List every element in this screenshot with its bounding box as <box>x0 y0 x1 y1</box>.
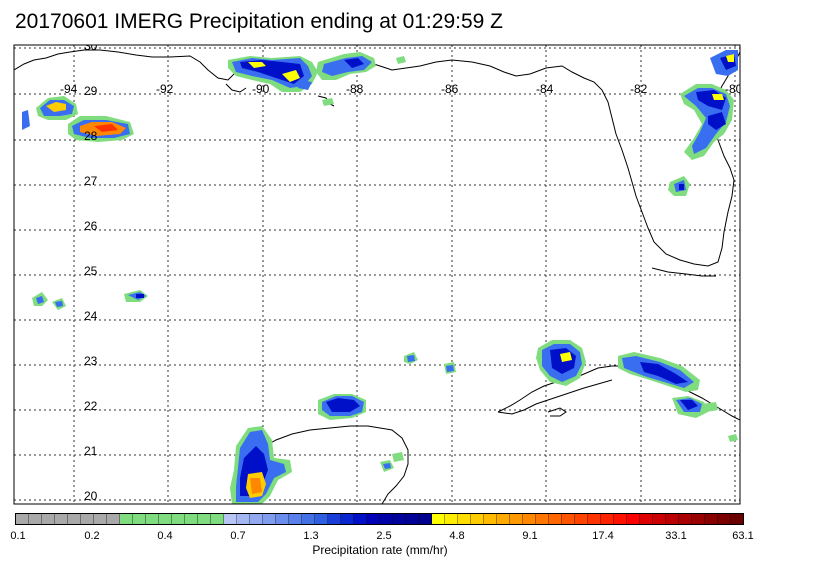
colorbar-cell <box>601 514 614 524</box>
colorbar-cell <box>497 514 510 524</box>
lat-label-30: 30 <box>84 39 98 53</box>
precipitation-cells <box>22 50 738 504</box>
colorbar-cell <box>237 514 250 524</box>
colorbar-cell <box>185 514 198 524</box>
lon-label-80: -80 <box>725 82 743 96</box>
lat-label-27: 27 <box>84 174 98 188</box>
colorbar-cell <box>55 514 68 524</box>
colorbar-cell <box>549 514 562 524</box>
colorbar-cell <box>380 514 393 524</box>
colorbar-cell <box>653 514 666 524</box>
colorbar <box>15 513 744 525</box>
colorbar-tick-0.2: 0.2 <box>84 530 100 542</box>
colorbar-label: Precipitation rate (mm/hr) <box>312 543 448 557</box>
colorbar-cell <box>133 514 146 524</box>
colorbar-cell <box>81 514 94 524</box>
colorbar-cell <box>705 514 718 524</box>
colorbar-cell <box>562 514 575 524</box>
map-frame <box>13 44 741 505</box>
lat-label-22: 22 <box>84 399 98 413</box>
colorbar-tick-0.1: 0.1 <box>10 530 26 542</box>
colorbar-cell <box>419 514 432 524</box>
lon-label-90: -90 <box>252 82 270 96</box>
colorbar-cell <box>484 514 497 524</box>
colorbar-cell <box>276 514 289 524</box>
colorbar-cell <box>289 514 302 524</box>
lon-label-88: -88 <box>346 82 364 96</box>
colorbar-cell <box>588 514 601 524</box>
colorbar-cell <box>458 514 471 524</box>
colorbar-cell <box>16 514 29 524</box>
colorbar-cell <box>94 514 107 524</box>
colorbar-cell <box>523 514 536 524</box>
coastlines <box>14 49 740 504</box>
colorbar-tick-2.5: 2.5 <box>376 530 392 542</box>
colorbar-tick-63.1: 63.1 <box>732 530 754 542</box>
colorbar-cell <box>445 514 458 524</box>
lat-label-25: 25 <box>84 264 98 278</box>
colorbar-cell <box>146 514 159 524</box>
colorbar-cell <box>341 514 354 524</box>
colorbar-cell <box>367 514 380 524</box>
lat-label-26: 26 <box>84 219 98 233</box>
colorbar-cell <box>250 514 263 524</box>
colorbar-cell <box>432 514 445 524</box>
colorbar-tick-0.4: 0.4 <box>157 530 173 542</box>
lat-label-28: 28 <box>84 129 98 143</box>
colorbar-cell <box>692 514 705 524</box>
colorbar-cell <box>198 514 211 524</box>
colorbar-cell <box>315 514 328 524</box>
colorbar-cell <box>29 514 42 524</box>
colorbar-cell <box>731 514 743 524</box>
colorbar-tick-4.8: 4.8 <box>449 530 465 542</box>
colorbar-cell <box>679 514 692 524</box>
colorbar-cell <box>575 514 588 524</box>
lat-label-24: 24 <box>84 309 98 323</box>
colorbar-cell <box>159 514 172 524</box>
colorbar-cell <box>211 514 224 524</box>
lon-label-86: -86 <box>441 82 459 96</box>
gridlines <box>14 45 740 504</box>
colorbar-tick-33.1: 33.1 <box>665 530 687 542</box>
lon-label-94: -94 <box>60 82 78 96</box>
colorbar-cell <box>718 514 731 524</box>
colorbar-cell <box>224 514 237 524</box>
colorbar-cell <box>614 514 627 524</box>
colorbar-cell <box>120 514 133 524</box>
colorbar-cell <box>172 514 185 524</box>
lon-label-92: -92 <box>156 82 174 96</box>
colorbar-cell <box>666 514 679 524</box>
colorbar-cell <box>42 514 55 524</box>
colorbar-cell <box>510 514 523 524</box>
longitude-labels: -94 -92 -90 -88 -86 -84 -82 -80 <box>60 82 743 96</box>
colorbar-tick-1.3: 1.3 <box>303 530 319 542</box>
colorbar-cell <box>263 514 276 524</box>
lon-label-84: -84 <box>536 82 554 96</box>
colorbar-cell <box>471 514 484 524</box>
lat-label-23: 23 <box>84 354 98 368</box>
colorbar-tick-17.4: 17.4 <box>592 530 614 542</box>
colorbar-cell <box>627 514 640 524</box>
lat-label-29: 29 <box>84 84 98 98</box>
colorbar-cell <box>302 514 315 524</box>
lat-label-21: 21 <box>84 444 98 458</box>
colorbar-cell <box>640 514 653 524</box>
map-title: 20170601 IMERG Precipitation ending at 0… <box>15 10 503 33</box>
colorbar-cell <box>406 514 419 524</box>
colorbar-cell <box>354 514 367 524</box>
lon-label-82: -82 <box>630 82 648 96</box>
latitude-labels: 30 29 28 27 26 25 24 23 22 21 20 <box>84 39 98 503</box>
colorbar-cell <box>393 514 406 524</box>
colorbar-cell <box>68 514 81 524</box>
lat-label-20: 20 <box>84 489 98 503</box>
colorbar-cell <box>536 514 549 524</box>
colorbar-tick-9.1: 9.1 <box>522 530 538 542</box>
colorbar-cell <box>107 514 120 524</box>
colorbar-cell <box>328 514 341 524</box>
colorbar-tick-0.7: 0.7 <box>230 530 246 542</box>
